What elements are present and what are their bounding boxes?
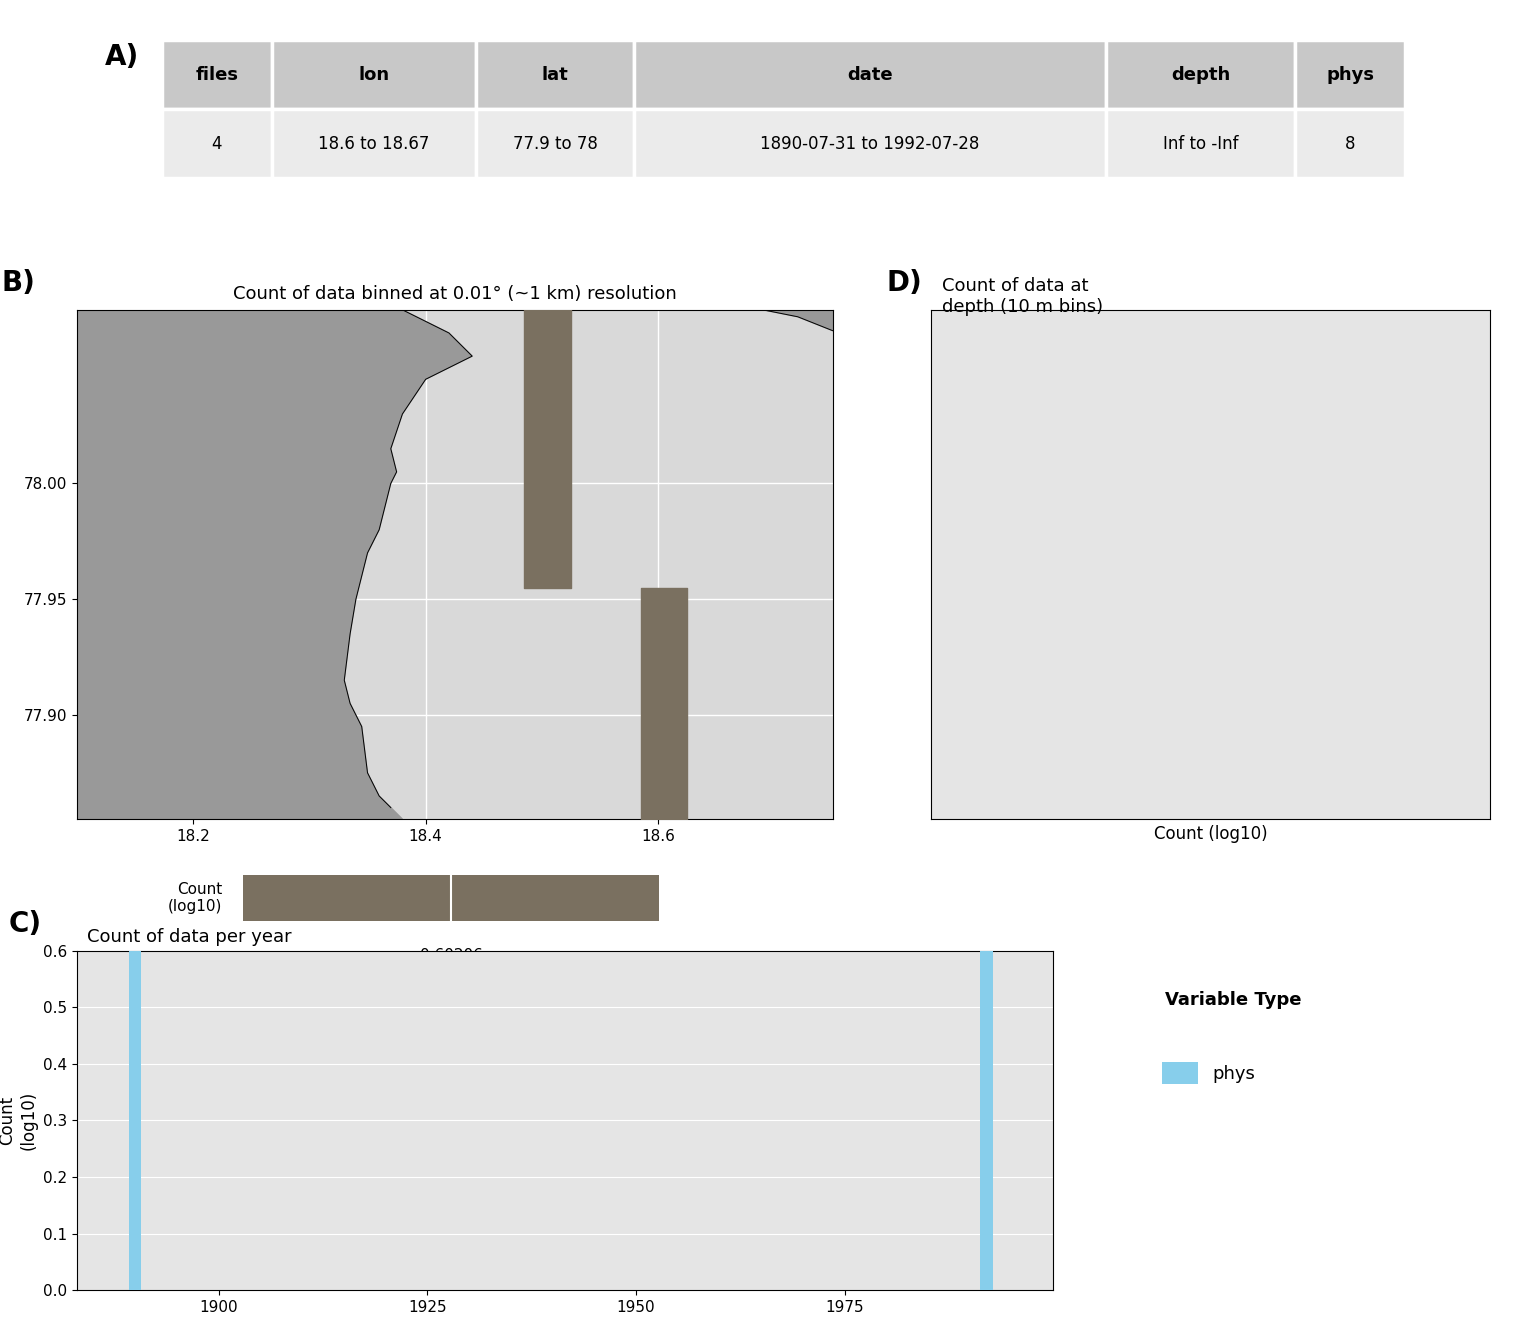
Y-axis label: Count
(log10): Count (log10) (0, 1091, 37, 1150)
Text: D): D) (886, 269, 922, 297)
Text: B): B) (2, 269, 35, 297)
Polygon shape (740, 310, 833, 331)
Text: Variable Type: Variable Type (1166, 992, 1301, 1009)
Bar (129, 950, 141, 1290)
Text: A): A) (104, 43, 140, 71)
Legend: phys: phys (1155, 1055, 1263, 1091)
Title: Count of data binned at 0.01° (~1 km) resolution: Count of data binned at 0.01° (~1 km) re… (233, 285, 676, 302)
Text: C): C) (8, 910, 41, 938)
Bar (980, 950, 992, 1290)
X-axis label: Count (log10): Count (log10) (1154, 825, 1267, 843)
Text: Count of data at
depth (10 m bins): Count of data at depth (10 m bins) (943, 277, 1103, 316)
Text: Count of data per year: Count of data per year (86, 929, 292, 946)
Polygon shape (77, 310, 472, 818)
